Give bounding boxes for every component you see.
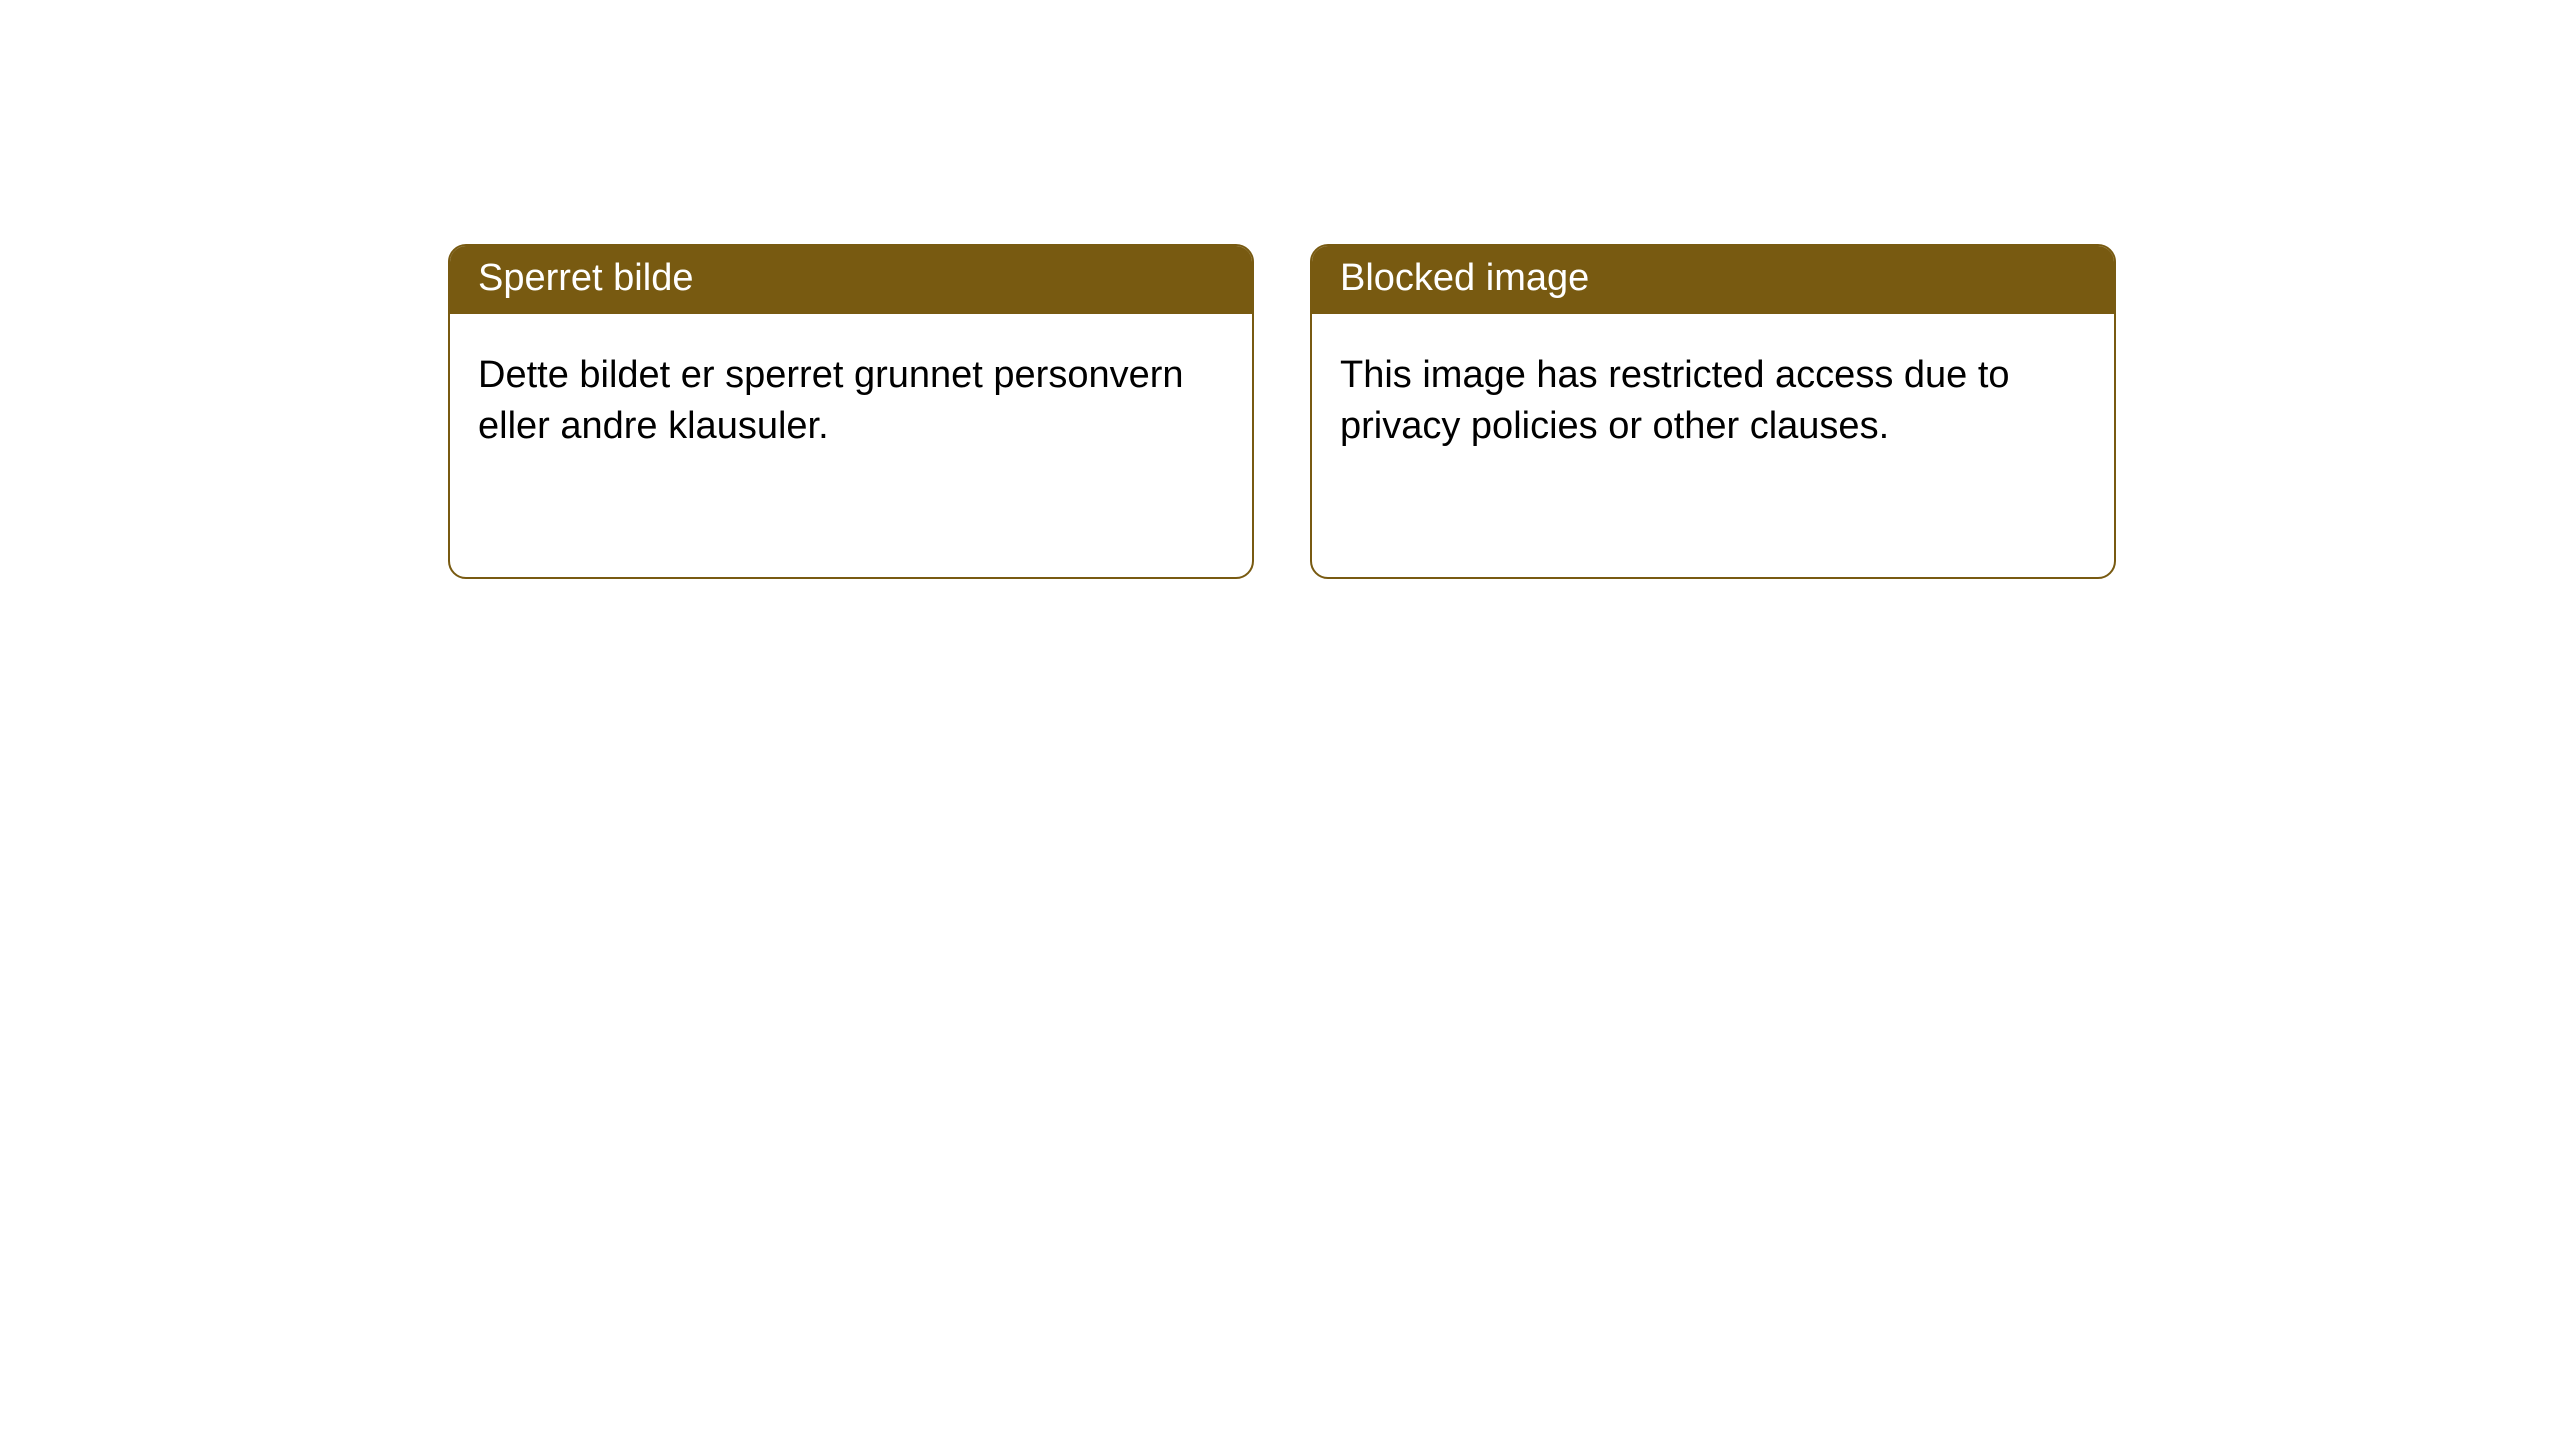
notice-card-english: Blocked image This image has restricted … <box>1310 244 2116 579</box>
notice-card-norwegian: Sperret bilde Dette bildet er sperret gr… <box>448 244 1254 579</box>
notice-title-norwegian: Sperret bilde <box>450 246 1252 314</box>
notice-container: Sperret bilde Dette bildet er sperret gr… <box>0 0 2560 579</box>
notice-body-norwegian: Dette bildet er sperret grunnet personve… <box>450 314 1252 481</box>
notice-body-english: This image has restricted access due to … <box>1312 314 2114 481</box>
notice-title-english: Blocked image <box>1312 246 2114 314</box>
